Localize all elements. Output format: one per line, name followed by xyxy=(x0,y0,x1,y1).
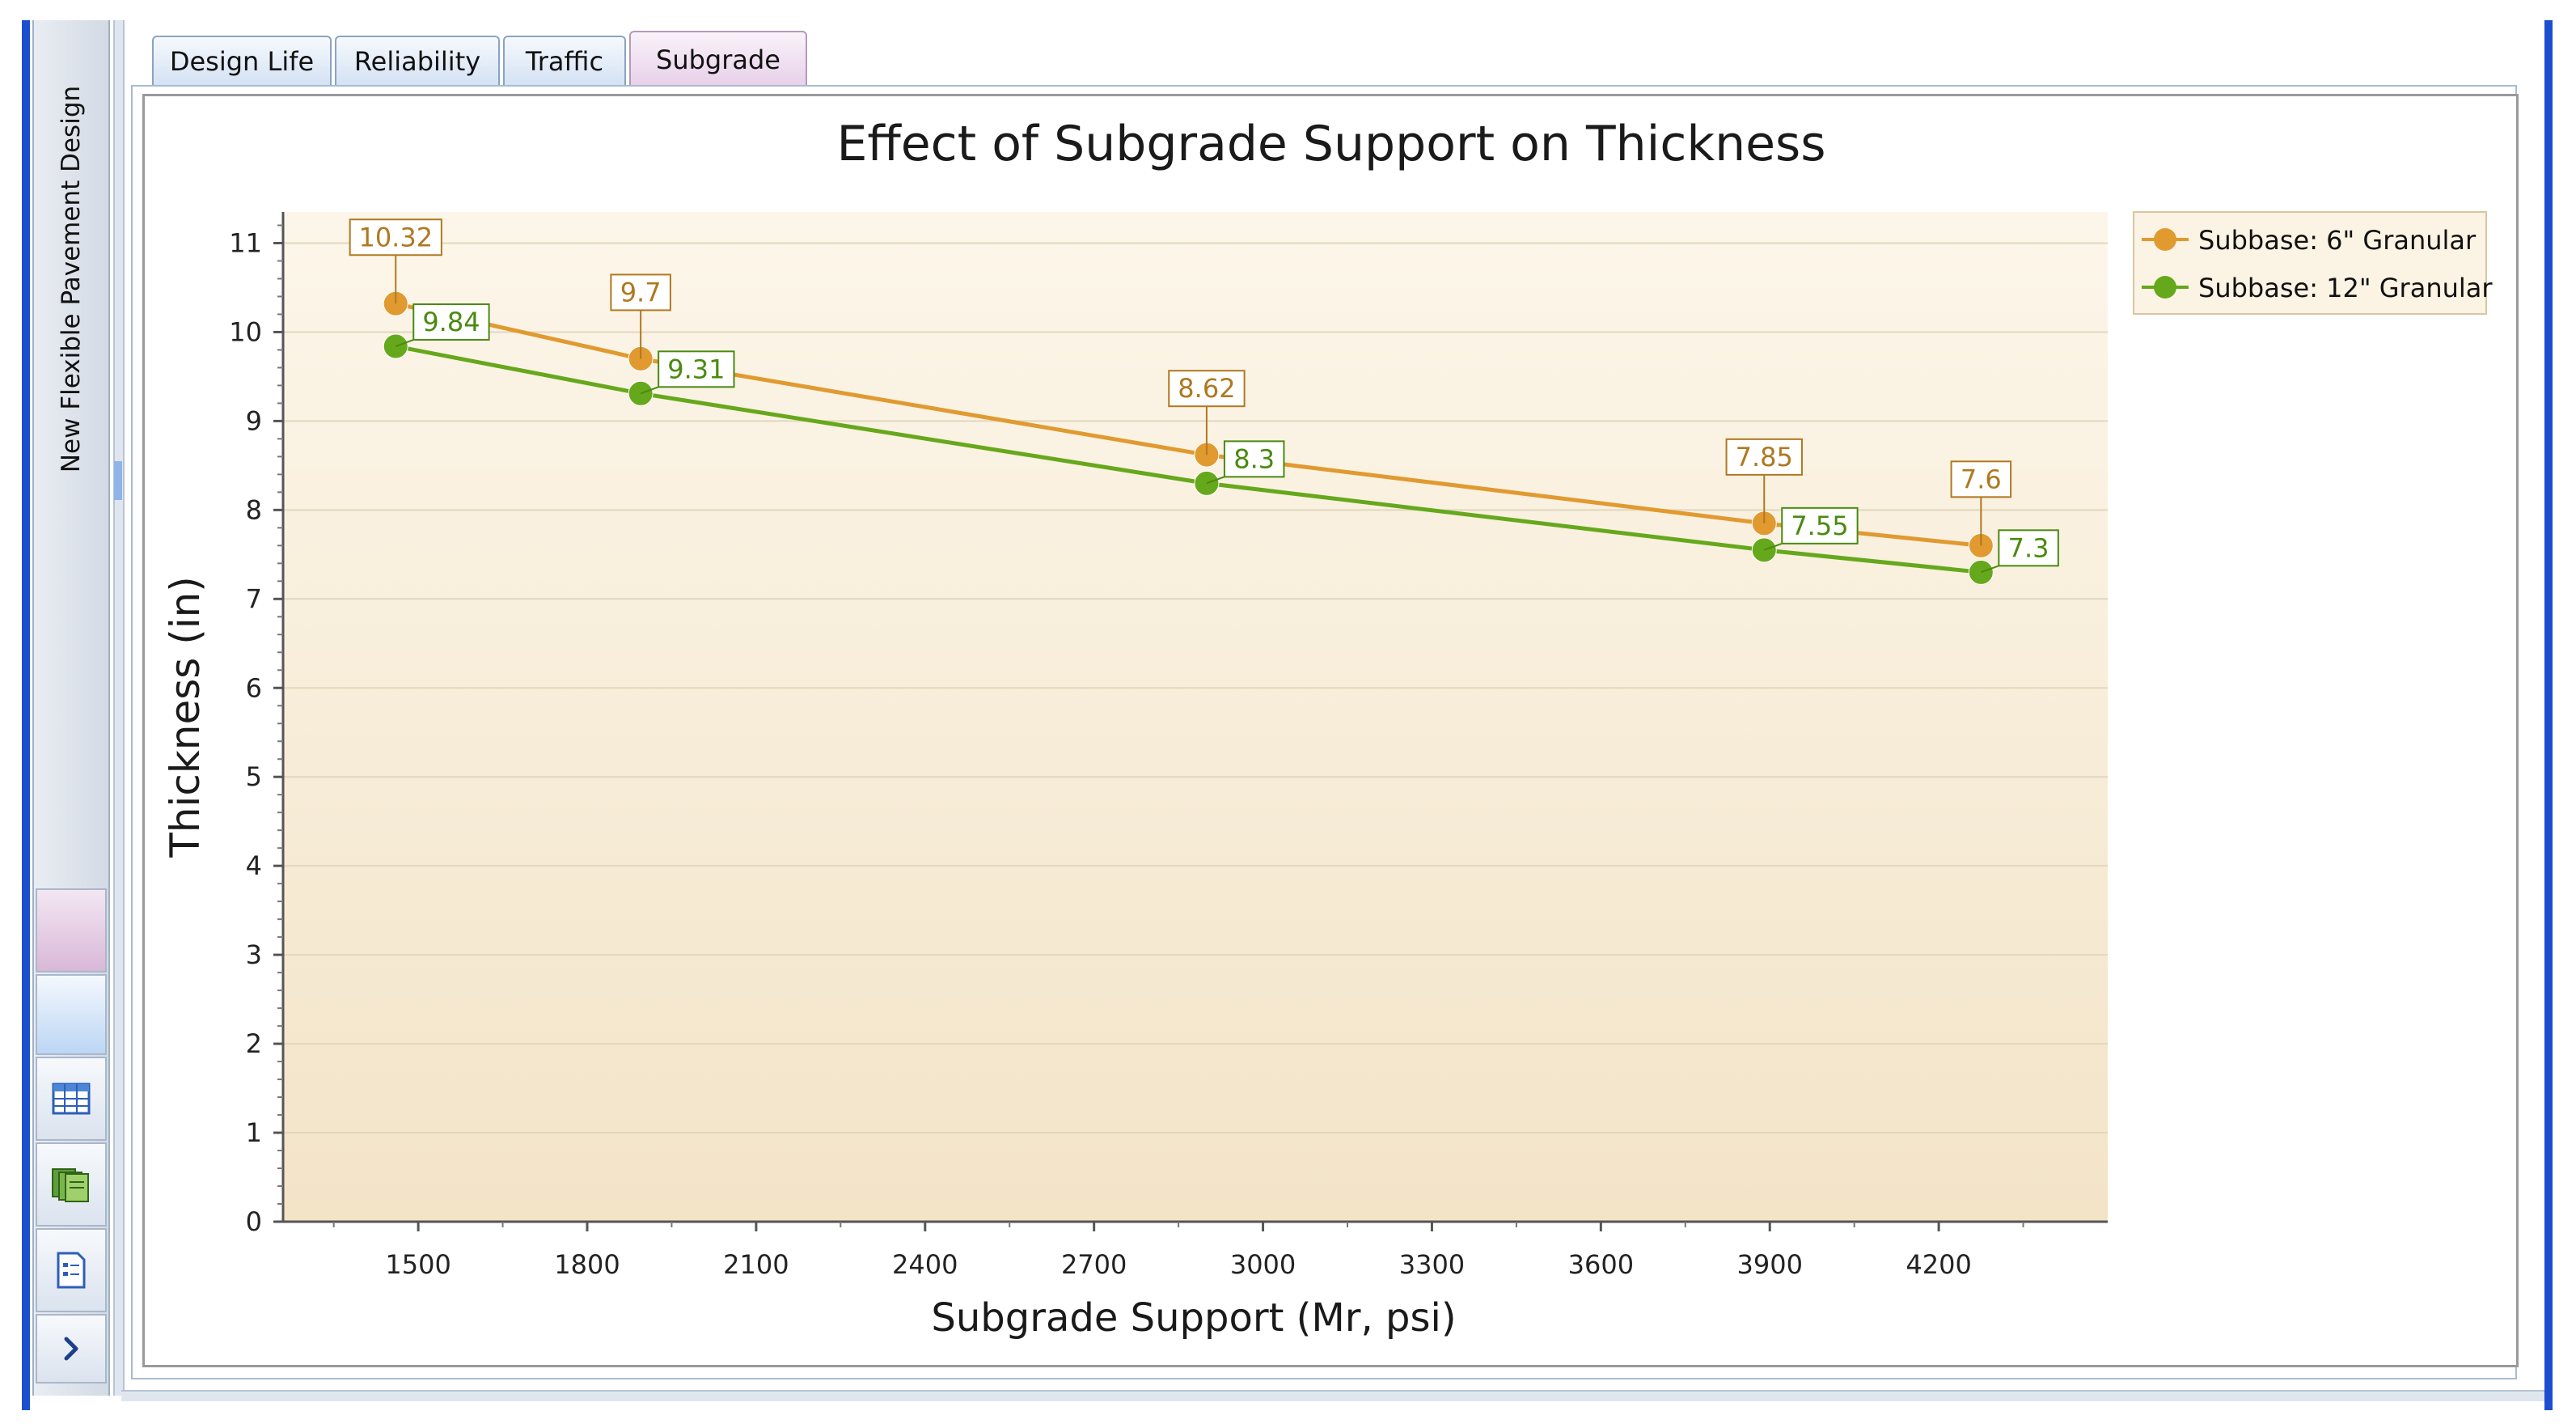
y-tick-label: 6 xyxy=(246,672,262,703)
y-axis-label: Thickness (in) xyxy=(162,576,209,858)
data-label: 8.3 xyxy=(1233,443,1275,474)
y-tick-label: 4 xyxy=(246,850,262,881)
y-tick-label: 9 xyxy=(246,405,262,436)
y-tick-label: 0 xyxy=(246,1206,262,1237)
panel-splitter[interactable] xyxy=(113,20,125,1396)
x-tick-label: 4200 xyxy=(1906,1249,1971,1280)
x-axis-label: Subgrade Support (Mr, psi) xyxy=(931,1295,1456,1341)
x-tick-label: 3300 xyxy=(1399,1249,1465,1280)
chevron-right-icon xyxy=(64,1337,78,1361)
data-label: 7.3 xyxy=(2008,532,2049,563)
window-frame-left xyxy=(22,20,30,1410)
bottom-border xyxy=(121,1390,2544,1401)
x-tick-label: 1800 xyxy=(554,1249,620,1280)
table-icon xyxy=(52,1083,91,1115)
table-view-button[interactable] xyxy=(36,1057,107,1141)
x-tick-label: 1500 xyxy=(385,1249,450,1280)
tab-traffic[interactable]: Traffic xyxy=(503,36,626,86)
legend-series-1-label: Subbase: 6" Granular xyxy=(2198,225,2477,256)
y-tick-label: 11 xyxy=(229,227,262,258)
legend-series-1-marker xyxy=(2154,228,2176,251)
data-label: 7.55 xyxy=(1791,511,1848,541)
splitter-grip[interactable] xyxy=(114,461,122,500)
data-label: 7.85 xyxy=(1736,442,1793,472)
nav-button-pink[interactable] xyxy=(36,888,107,972)
data-label-leader xyxy=(1206,476,1225,485)
data-label-box xyxy=(412,303,490,341)
chart-title: Effect of Subgrade Support on Thickness xyxy=(836,116,1825,172)
x-tick-label: 3000 xyxy=(1230,1249,1296,1280)
data-label-box xyxy=(1781,506,1859,545)
y-tick-label: 8 xyxy=(246,494,262,525)
data-label-box xyxy=(658,350,735,388)
data-label-box xyxy=(349,218,442,256)
data-label: 10.32 xyxy=(358,222,433,252)
report-icon xyxy=(57,1252,86,1289)
data-label-leader xyxy=(395,339,414,347)
data-label-box xyxy=(1223,440,1285,478)
nav-button-blue[interactable] xyxy=(36,974,107,1055)
x-tick-label: 2700 xyxy=(1061,1249,1127,1280)
legend-series-2-label: Subbase: 12" Granular xyxy=(2198,273,2493,303)
tab-label: Reliability xyxy=(353,46,481,77)
y-tick-label: 1 xyxy=(246,1117,262,1148)
window-frame-right xyxy=(2544,20,2553,1410)
y-tick-label: 3 xyxy=(246,939,262,970)
x-tick-label: 2400 xyxy=(892,1249,958,1280)
expand-button[interactable] xyxy=(36,1314,107,1384)
plot-area xyxy=(283,212,2108,1222)
tab-label: Subgrade xyxy=(656,44,780,75)
tab-subgrade[interactable]: Subgrade xyxy=(629,31,807,87)
tab-label: Traffic xyxy=(525,46,604,77)
y-tick-label: 7 xyxy=(246,583,262,614)
data-label-box xyxy=(1950,460,2012,498)
data-label-box xyxy=(1998,529,2059,567)
data-label: 8.62 xyxy=(1178,373,1235,404)
data-label: 9.31 xyxy=(667,354,725,384)
data-label: 9.84 xyxy=(422,307,480,337)
x-tick-label: 3600 xyxy=(1568,1249,1634,1280)
y-tick-label: 5 xyxy=(246,761,262,792)
legend-box xyxy=(2133,211,2487,315)
tab-reliability[interactable]: Reliability xyxy=(335,36,500,86)
data-label-box xyxy=(1725,438,1803,476)
data-label: 9.7 xyxy=(620,277,662,307)
y-tick-label: 10 xyxy=(229,316,262,347)
data-label-box xyxy=(610,273,671,311)
x-tick-label: 2100 xyxy=(723,1249,789,1280)
x-tick-label: 3900 xyxy=(1737,1249,1803,1280)
data-label-leader xyxy=(1763,542,1783,551)
data-label: 7.6 xyxy=(1961,464,2002,494)
data-label-leader xyxy=(1980,565,1999,574)
legend: Subbase: 6" Granular Subbase: 12" Granul… xyxy=(2133,211,2493,315)
pages-button[interactable] xyxy=(36,1142,107,1227)
y-tick-label: 2 xyxy=(246,1028,262,1059)
data-label-box xyxy=(1168,370,1246,408)
tab-label: Design Life xyxy=(169,46,315,77)
tab-design-life[interactable]: Design Life xyxy=(152,36,332,86)
legend-series-2-marker xyxy=(2154,276,2176,299)
report-button[interactable] xyxy=(36,1228,107,1312)
pages-icon xyxy=(52,1168,89,1202)
data-label-leader xyxy=(640,386,659,395)
